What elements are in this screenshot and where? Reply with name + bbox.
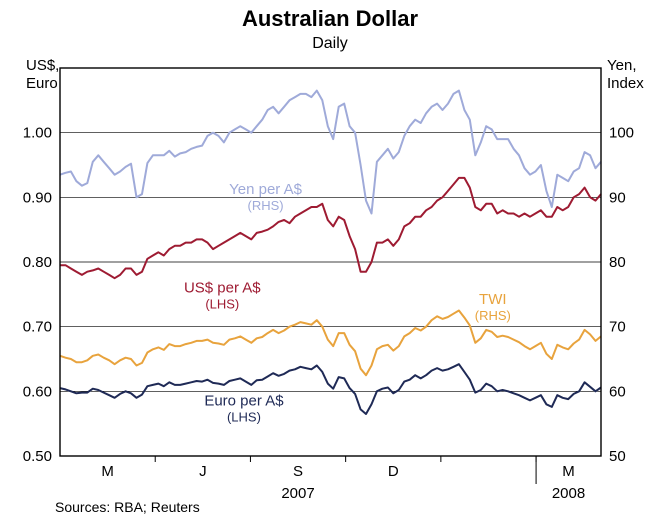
xtick-month: S (293, 463, 303, 480)
series-label: Euro per A$ (204, 393, 284, 410)
right-axis-label: Yen, (607, 57, 636, 74)
series-yen-per-a- (60, 91, 601, 214)
chart-title: Australian Dollar (242, 6, 418, 31)
left-axis-label-2: Euro (26, 75, 58, 92)
year-label: 2008 (552, 485, 585, 502)
series-label-axis: (LHS) (227, 410, 261, 425)
ytick-right: 50 (609, 448, 626, 465)
ytick-left: 0.80 (23, 254, 52, 271)
series-twi (60, 311, 601, 376)
ytick-right: 80 (609, 254, 626, 271)
series-label: TWI (479, 291, 507, 308)
left-axis-label: US$, (26, 57, 59, 74)
right-axis-label-2: Index (607, 75, 644, 92)
xtick-month: M (562, 463, 575, 480)
ytick-left: 0.60 (23, 383, 52, 400)
year-label: 2007 (281, 485, 314, 502)
series-label-axis: (RHS) (475, 308, 511, 323)
ytick-left: 0.70 (23, 319, 52, 336)
xtick-month: M (101, 463, 114, 480)
series-label: Yen per A$ (229, 181, 303, 198)
ytick-right: 70 (609, 319, 626, 336)
sources-text: Sources: RBA; Reuters (55, 499, 200, 515)
ytick-left: 0.50 (23, 448, 52, 465)
ytick-left: 1.00 (23, 125, 52, 142)
xtick-month: D (388, 463, 399, 480)
australian-dollar-chart: Australian Dollar Daily US$,Euro Yen,Index 0… (0, 0, 661, 525)
xtick-month: J (199, 463, 207, 480)
series-euro-per-a- (60, 364, 601, 414)
ytick-right: 90 (609, 189, 626, 206)
series-label-axis: (LHS) (205, 296, 239, 311)
ytick-right: 100 (609, 125, 634, 142)
series-label: US$ per A$ (184, 279, 261, 296)
series-us-per-a- (60, 178, 601, 278)
ytick-left: 0.90 (23, 189, 52, 206)
chart-subtitle: Daily (312, 35, 348, 52)
series-label-axis: (RHS) (248, 198, 284, 213)
ytick-right: 60 (609, 383, 626, 400)
